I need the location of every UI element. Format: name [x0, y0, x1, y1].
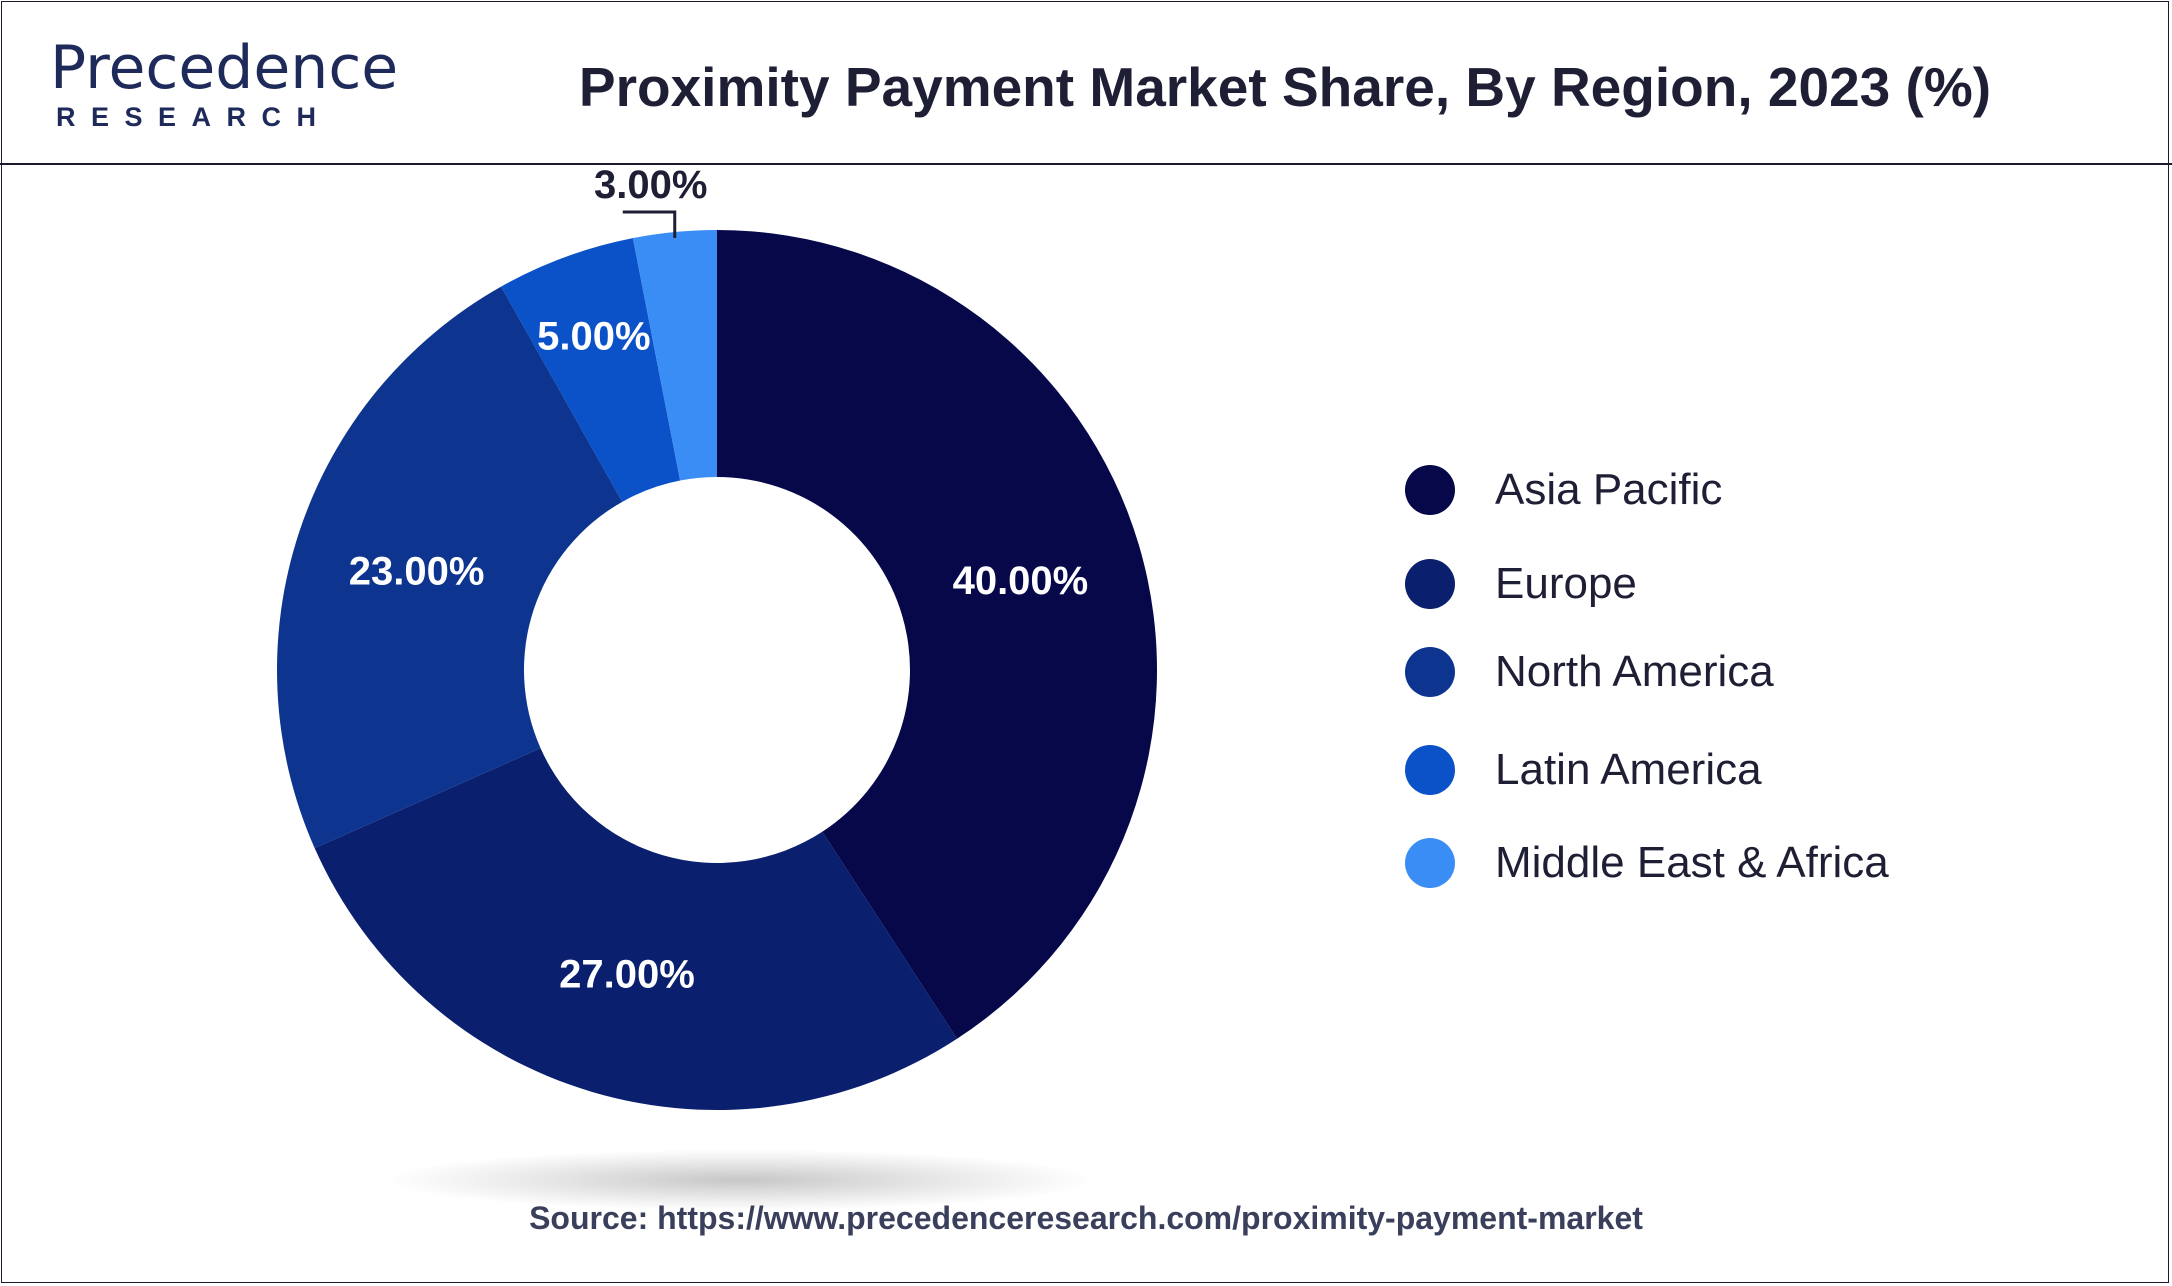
legend-label-latin-america: Latin America — [1495, 745, 1762, 794]
slice-middle-east-and-africa — [632, 230, 717, 481]
legend-swatch-asia-pacific — [1405, 465, 1455, 515]
data-label-latin-america: 5.00% — [537, 314, 650, 358]
legend-item-latin-america: Latin America — [1405, 740, 1762, 800]
chart-shadow — [390, 1150, 1090, 1210]
slice-north-america — [277, 286, 623, 849]
data-label-asia-pacific: 40.00% — [953, 559, 1089, 603]
legend-label-asia-pacific: Asia Pacific — [1495, 465, 1723, 514]
source-note: Source: https://www.precedenceresearch.c… — [529, 1200, 1643, 1236]
header: Precedence RESEARCH Proximity Payment Ma… — [0, 0, 2172, 165]
legend-label-north-america: North America — [1495, 647, 1774, 696]
chart-title: Proximity Payment Market Share, By Regio… — [578, 56, 1992, 118]
legend-item-north-america: North America — [1405, 642, 1774, 702]
brand-name: Precedence — [50, 33, 399, 103]
legend-swatch-latin-america — [1405, 745, 1455, 795]
legend-label-europe: Europe — [1495, 559, 1637, 608]
brand-logo: Precedence RESEARCH — [50, 38, 398, 138]
legend-label-middle-east-and-africa: Middle East & Africa — [1495, 838, 1889, 887]
data-label-middle-east-and-africa: 3.00% — [594, 163, 707, 207]
slice-europe — [314, 748, 958, 1110]
legend-item-asia-pacific: Asia Pacific — [1405, 460, 1722, 520]
data-label-north-america: 23.00% — [349, 549, 485, 593]
callout-line-middle-east-and-africa — [622, 210, 677, 239]
slice-asia-pacific — [717, 230, 1157, 1039]
legend-swatch-north-america — [1405, 647, 1455, 697]
legend-item-middle-east-and-africa: Middle East & Africa — [1405, 833, 1889, 893]
legend-swatch-europe — [1405, 559, 1455, 609]
legend-item-europe: Europe — [1405, 554, 1637, 614]
slice-latin-america — [501, 238, 681, 502]
legend-swatch-middle-east-and-africa — [1405, 838, 1455, 888]
brand-sub: RESEARCH — [56, 102, 332, 132]
data-label-europe: 27.00% — [559, 952, 695, 996]
